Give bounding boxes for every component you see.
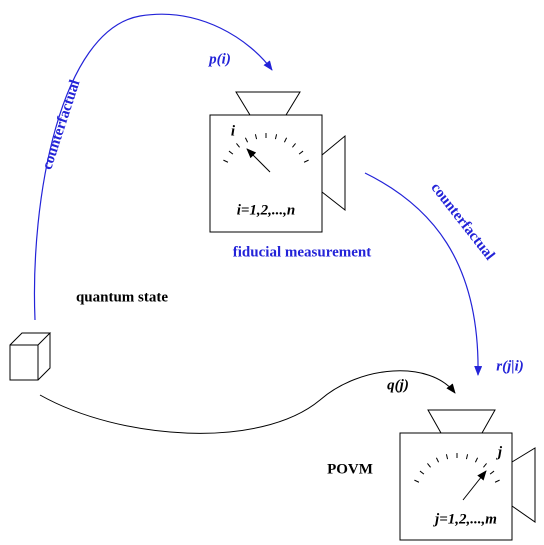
range-label: j=1,2,...,m bbox=[433, 511, 497, 527]
dial-tick bbox=[414, 480, 419, 482]
dial-tick bbox=[284, 138, 286, 142]
dial-tick bbox=[436, 458, 438, 462]
dial-tick bbox=[495, 480, 500, 482]
edge-arrow bbox=[365, 173, 478, 375]
dial-tick bbox=[446, 454, 447, 459]
dial-tick bbox=[299, 151, 303, 154]
dial-tick bbox=[420, 471, 424, 474]
dial-tick bbox=[223, 160, 228, 162]
edge-probability: q(j) bbox=[387, 377, 409, 393]
dial-tick bbox=[304, 160, 309, 162]
dial-tick bbox=[229, 151, 233, 154]
source-label: quantum state bbox=[76, 289, 168, 305]
povm-label: POVM bbox=[327, 461, 373, 477]
pointer-label: j bbox=[496, 444, 503, 460]
fiducial-label: fiducial measurement bbox=[233, 244, 371, 260]
edge-probability: p(i) bbox=[207, 51, 231, 67]
dial-tick bbox=[236, 143, 239, 147]
edge-label: counterfactual bbox=[39, 78, 83, 172]
dial-tick bbox=[245, 138, 247, 142]
page: {"source": {"label": "quantum state"}, "… bbox=[0, 0, 544, 545]
edge-probability: r(j|i) bbox=[496, 358, 523, 374]
edge-label: counterfactual bbox=[427, 180, 497, 263]
dial-tick bbox=[427, 463, 430, 467]
edge-arrow bbox=[34, 14, 272, 320]
dial-tick bbox=[292, 143, 295, 147]
range-label: i=1,2,...,n bbox=[237, 202, 296, 218]
pointer-label: i bbox=[231, 123, 236, 139]
dial-tick bbox=[475, 458, 477, 462]
dial-tick bbox=[490, 471, 494, 474]
dial-tick bbox=[466, 454, 467, 459]
cube bbox=[10, 333, 50, 380]
dial-tick bbox=[255, 134, 256, 139]
dial-tick bbox=[483, 463, 486, 467]
diagram: counterfactual p(i) i i=1,2,...,n fiduci… bbox=[0, 0, 544, 545]
dial-tick bbox=[275, 134, 276, 139]
